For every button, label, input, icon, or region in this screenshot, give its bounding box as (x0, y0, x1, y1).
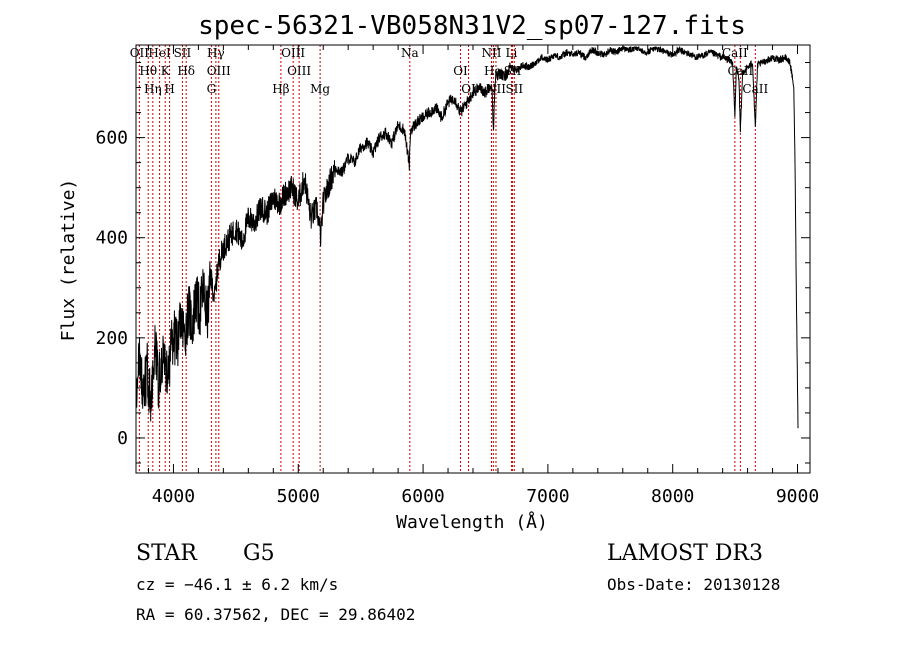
marker-label: OIII (281, 46, 305, 60)
marker-label: Hγ (207, 46, 225, 60)
x-tick-label: 4000 (152, 486, 195, 507)
marker-label: SII (505, 82, 523, 96)
marker-label: Hθ (139, 64, 157, 78)
redshift-readout: cz = −46.1 ± 6.2 km/s (136, 575, 338, 594)
coordinates: RA = 60.37562, DEC = 29.86402 (136, 605, 415, 624)
x-tick-label: 8000 (651, 486, 694, 507)
spectrum-line (135, 45, 799, 429)
marker-label: OIII (287, 64, 311, 78)
marker-label: Na (401, 46, 419, 60)
y-tick-label: 200 (95, 328, 128, 349)
obs-date: Obs-Date: 20130128 (607, 575, 780, 594)
marker-label: K (161, 64, 171, 78)
plot-frame (135, 44, 811, 474)
marker-label: Li (506, 46, 518, 60)
y-tick-label: 600 (95, 128, 128, 149)
marker-label: Hβ (272, 82, 289, 96)
marker-label: OIII (207, 64, 231, 78)
marker-label: NII (481, 46, 501, 60)
emission-line-markers (138, 45, 756, 473)
x-axis-label: Wavelength (Å) (396, 511, 548, 533)
x-tick-label: 6000 (401, 486, 444, 507)
object-subclass: G5 (243, 541, 275, 566)
marker-label: SII (174, 46, 192, 60)
y-tick-label: 400 (95, 228, 128, 249)
marker-label: Mg (310, 82, 330, 96)
marker-label: OI (453, 64, 468, 78)
marker-label: HeI (148, 46, 171, 60)
chart-title: spec-56321-VB058N31V2_sp07-127.fits (198, 11, 746, 41)
marker-label: H (164, 82, 174, 96)
marker-label: Hη (144, 82, 162, 96)
object-class: STAR (136, 541, 198, 566)
marker-label: CaII (722, 46, 748, 60)
survey-label: LAMOST DR3 (607, 541, 763, 566)
marker-label: CaII (742, 82, 768, 96)
x-tick-label: 7000 (526, 486, 569, 507)
axis-ticks: 4000 5000 6000 7000 8000 9000 0 200 400 600 (95, 45, 819, 507)
y-tick-label: 0 (117, 428, 128, 449)
x-tick-label: 5000 (277, 486, 320, 507)
marker-label: OII (130, 46, 150, 60)
marker-label: G (207, 82, 217, 96)
marker-label: Hδ (177, 64, 195, 78)
y-axis-label: Flux (relative) (58, 179, 79, 342)
x-tick-label: 9000 (776, 486, 819, 507)
